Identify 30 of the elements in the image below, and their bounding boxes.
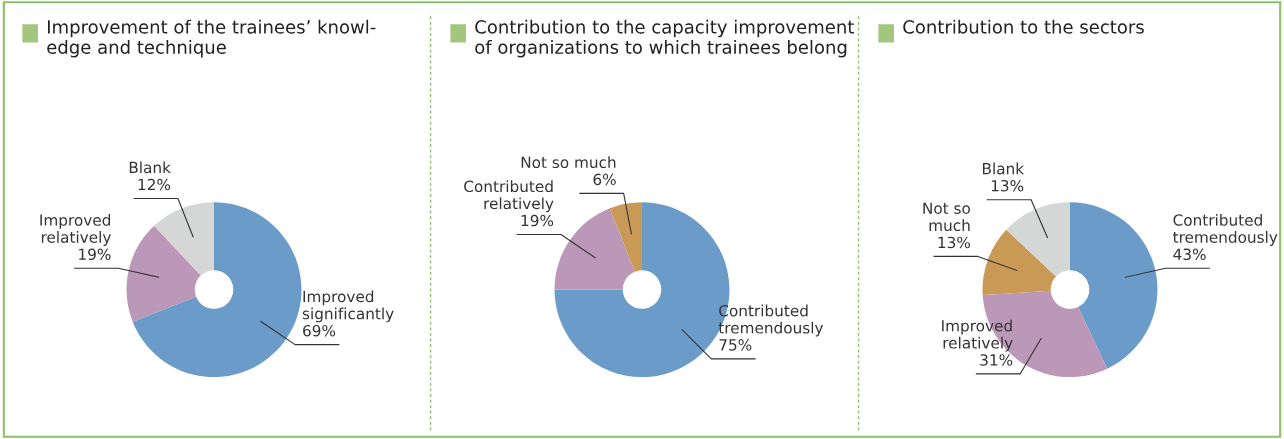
- donut-slice: [154, 202, 214, 276]
- chart-title: Improvement of the trainees’ knowl- edge and technique: [47, 19, 376, 58]
- donut-slice: [982, 229, 1056, 296]
- data-label: 19%: [521, 214, 554, 227]
- slice-label: Blank: [982, 162, 1025, 175]
- data-label: 12%: [138, 178, 171, 191]
- data-label: 13%: [938, 236, 970, 249]
- data-label: 31%: [980, 354, 1013, 366]
- data-label: 43%: [1173, 248, 1206, 261]
- slice-label: Contributed tremendously: [1173, 213, 1278, 246]
- chart-title: Contribution to the sectors: [903, 19, 1144, 34]
- slice-label: Improved significantly: [302, 290, 394, 323]
- donut-slice: [1070, 202, 1158, 369]
- data-label: 69%: [303, 324, 336, 337]
- donut-slice: [126, 225, 201, 322]
- slice-label: Not so much: [521, 156, 616, 169]
- data-label: 19%: [79, 248, 111, 261]
- chart-title: Contribution to the capacity improvement of organizations to which trainees belong: [475, 19, 854, 58]
- data-label: 13%: [991, 179, 1024, 192]
- slice-label: Blank: [129, 161, 171, 174]
- slice-label: Contributed relatively: [464, 180, 554, 213]
- donut-slice: [1006, 202, 1070, 277]
- donut-slice: [554, 208, 635, 290]
- slice-label: Improved relatively: [40, 213, 111, 246]
- slice-label: Improved relatively: [942, 319, 1013, 352]
- slice-label: Not so much: [923, 202, 970, 232]
- data-label: 75%: [719, 339, 752, 351]
- data-label: 6%: [593, 173, 616, 186]
- donut-slice: [609, 202, 642, 272]
- donut-slice: [132, 202, 302, 378]
